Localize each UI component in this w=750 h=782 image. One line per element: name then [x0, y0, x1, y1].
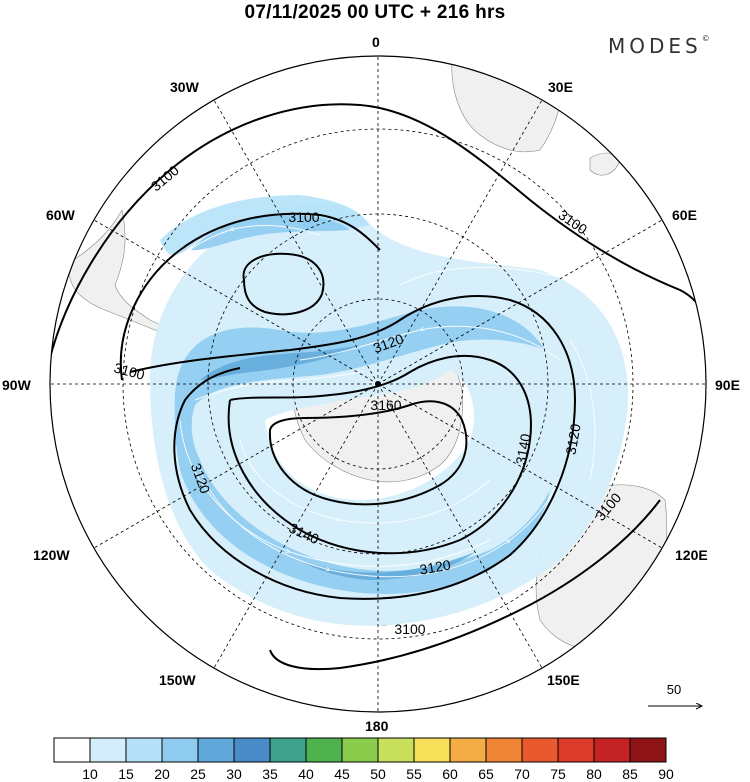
jet-core-strong [200, 345, 360, 380]
colorbar-tick-label: 15 [118, 766, 134, 782]
colorbar-box [305, 737, 343, 763]
colorbar-tick-label: 10 [82, 766, 98, 782]
reference-vector-label: 50 [667, 682, 681, 697]
lon-label-90e: 90E [715, 377, 740, 393]
lon-label-180: 180 [365, 718, 389, 734]
colorbar-box [449, 737, 487, 763]
lon-label-60e: 60E [672, 207, 697, 223]
meridian [377, 383, 663, 549]
lon-label-30e: 30E [548, 79, 573, 95]
colorbar-box [233, 737, 271, 763]
meridian [377, 99, 543, 385]
streamline [194, 371, 361, 401]
contour-label: 3100 [288, 209, 319, 225]
colorbar-tick-label: 25 [190, 766, 206, 782]
colorbar-ticks: 10 15 20 25 30 35 40 45 50 55 60 65 70 75 80 85 90 [82, 766, 674, 782]
streamline [169, 224, 321, 271]
colorbar-tick-label: 35 [262, 766, 278, 782]
colorbar-box [521, 737, 559, 763]
lon-label-60w: 60W [46, 207, 75, 223]
lon-label-150e: 150E [547, 672, 580, 688]
colorbar-tick-label: 50 [370, 766, 386, 782]
height-contours [50, 103, 706, 671]
contour-3100-mid [119, 212, 381, 381]
colorbar-box [485, 737, 523, 763]
streamline [399, 268, 621, 301]
contour-3100-south [269, 499, 661, 671]
colorbar-box [593, 737, 631, 763]
contour-3100-closed [242, 252, 325, 316]
map-title: 07/11/2025 00 UTC + 216 hrs [244, 2, 506, 23]
colorbar-tick-label: 65 [478, 766, 494, 782]
colorbar-box [53, 737, 91, 763]
contour-3160 [268, 400, 468, 506]
streamline [569, 339, 596, 481]
colorbar-box [377, 737, 415, 763]
modes-logo: MODES© [608, 34, 710, 58]
jet-nw-band [160, 195, 370, 256]
contour-label: 3120 [562, 422, 583, 456]
colorbar-tick-label: 85 [622, 766, 638, 782]
meridian [93, 219, 379, 385]
colorbar-boxes [53, 737, 667, 763]
meridian [377, 219, 663, 385]
colorbar-tick-label: 20 [154, 766, 170, 782]
colorbar-box [269, 737, 307, 763]
contour-label: 3160 [370, 397, 401, 413]
jet-outer-band [150, 203, 629, 626]
colorbar-tick-label: 60 [442, 766, 458, 782]
contour-label: 3100 [112, 359, 146, 383]
lon-label-0: 0 [372, 34, 380, 50]
meridian [93, 383, 379, 549]
colorbar-box [161, 737, 199, 763]
contour-3140 [227, 354, 532, 555]
jet-core-strong-nw [190, 215, 350, 251]
colorbar-tick-label: 90 [658, 766, 674, 782]
lon-label-90w: 90W [2, 377, 31, 393]
streamline [299, 325, 561, 361]
colorbar-tick-label: 55 [406, 766, 422, 782]
colorbar-box [125, 737, 163, 763]
contour-label: 3100 [394, 621, 425, 637]
colorbar-box [557, 737, 595, 763]
colorbar-box [89, 737, 127, 763]
colorbar-tick-label: 70 [514, 766, 530, 782]
colorbar-tick-label: 40 [298, 766, 314, 782]
colorbar-box [341, 737, 379, 763]
colorbar-tick-label: 30 [226, 766, 242, 782]
streamline [199, 419, 576, 578]
contour-3100-outer [50, 103, 706, 381]
colorbar-box [629, 737, 667, 763]
south-pole-marker [375, 381, 381, 387]
lon-label-120e: 120E [675, 547, 708, 563]
meridian [377, 383, 543, 669]
lon-label-120w: 120W [33, 547, 70, 563]
colorbar-box [197, 737, 235, 763]
streamlines [169, 224, 621, 578]
lon-label-150w: 150W [159, 672, 196, 688]
colorbar-box [413, 737, 451, 763]
meridian [213, 383, 379, 669]
meridians [50, 56, 706, 712]
contour-label: 3140 [512, 432, 533, 466]
streamline [179, 419, 491, 567]
colorbar-tick-label: 75 [550, 766, 566, 782]
contour-label: 3120 [418, 556, 452, 577]
map-boundary [49, 55, 707, 713]
colorbar-tick-label: 80 [586, 766, 602, 782]
meridian [213, 99, 379, 385]
lon-label-30w: 30W [170, 79, 199, 95]
contour-3120-loop [129, 295, 577, 600]
reference-vector: 50 [648, 682, 702, 706]
streamline [239, 439, 491, 524]
jet-core-mid [174, 306, 550, 594]
colorbar-tick-label: 45 [334, 766, 350, 782]
